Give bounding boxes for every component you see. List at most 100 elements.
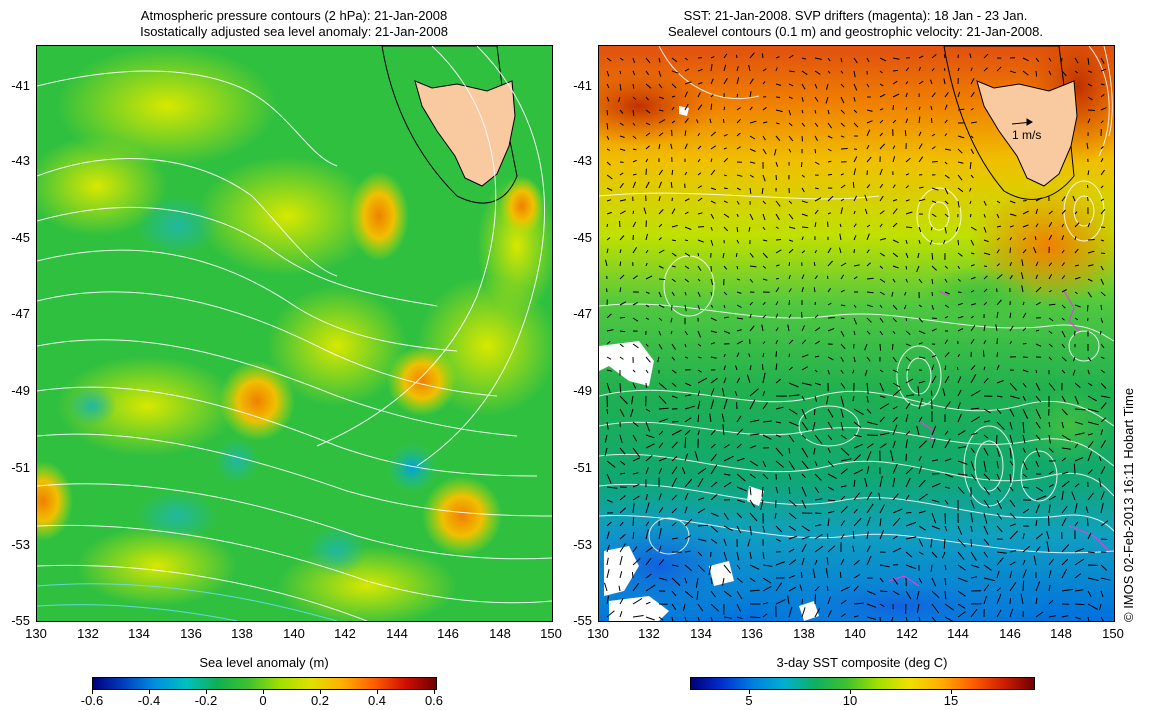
velocity-arrow — [853, 492, 860, 501]
velocity-arrow — [1035, 329, 1040, 332]
velocity-arrow — [632, 495, 640, 501]
velocity-arrow — [723, 200, 728, 204]
velocity-arrow — [1022, 327, 1027, 332]
velocity-arrow — [684, 564, 693, 572]
velocity-arrow — [671, 265, 676, 268]
velocity-arrow — [658, 132, 664, 137]
velocity-arrow — [983, 265, 988, 267]
velocity-arrow — [996, 551, 1007, 554]
velocity-arrow — [970, 264, 975, 267]
left-map-title: Atmospheric pressure contours (2 hPa): 2… — [36, 8, 552, 40]
velocity-arrow — [749, 473, 756, 479]
sla-colorbar — [92, 677, 437, 690]
velocity-arrow — [645, 158, 649, 163]
velocity-arrow — [931, 200, 937, 204]
velocity-arrow — [1061, 471, 1069, 475]
velocity-arrow — [671, 429, 682, 436]
velocity-arrow — [775, 96, 781, 98]
velocity-arrow — [931, 304, 934, 310]
lon-tick: 130 — [25, 626, 47, 641]
velocity-arrow — [1035, 597, 1038, 605]
velocity-arrow — [762, 473, 769, 480]
velocity-arrow — [866, 109, 873, 112]
velocity-arrow — [801, 174, 805, 178]
velocity-arrow — [761, 486, 764, 497]
velocity-arrow — [814, 607, 821, 618]
velocity-arrow — [749, 577, 756, 582]
velocity-arrow — [697, 400, 701, 410]
velocity-arrow — [840, 495, 846, 501]
velocity-arrow — [840, 356, 844, 362]
velocity-arrow — [645, 546, 653, 553]
velocity-arrow — [645, 455, 653, 462]
velocity-arrow — [866, 156, 872, 163]
velocity-arrow — [944, 291, 950, 295]
velocity-arrow — [1100, 265, 1104, 271]
velocity-arrow — [684, 278, 690, 283]
sla-colorbar-label: Sea level anomaly (m) — [199, 655, 329, 670]
velocity-arrow — [606, 237, 611, 241]
velocity-arrow — [970, 315, 974, 319]
velocity-arrow — [1087, 239, 1095, 241]
velocity-arrow — [788, 239, 794, 242]
velocity-arrow — [866, 291, 874, 294]
velocity-arrow — [749, 388, 759, 397]
velocity-arrow — [762, 135, 766, 141]
velocity-arrow — [1035, 546, 1041, 553]
velocity-arrow — [619, 235, 625, 241]
velocity-arrow — [774, 148, 777, 156]
velocity-arrow — [970, 473, 977, 481]
velocity-arrow — [1022, 545, 1031, 553]
velocity-arrow — [748, 353, 751, 358]
velocity-arrow — [1074, 408, 1086, 411]
velocity-arrow — [775, 301, 779, 306]
velocity-arrow — [944, 174, 950, 179]
velocity-arrow — [853, 264, 860, 267]
velocity-arrow — [1048, 434, 1051, 444]
velocity-arrow — [1048, 615, 1057, 618]
velocity-arrow — [918, 66, 921, 72]
velocity-arrow — [827, 247, 832, 254]
velocity-arrow — [749, 91, 752, 98]
velocity-arrow — [827, 510, 835, 514]
velocity-arrow — [1074, 502, 1078, 514]
velocity-arrow — [1100, 538, 1108, 540]
velocity-arrow — [1074, 558, 1085, 566]
velocity-arrow — [853, 70, 856, 78]
velocity-arrow — [736, 304, 742, 308]
velocity-arrow — [905, 118, 909, 124]
velocity-arrow — [605, 259, 608, 267]
velocity-arrow — [619, 287, 622, 293]
velocity-arrow — [918, 198, 926, 202]
velocity-arrow — [983, 200, 987, 206]
velocity-arrow — [944, 616, 954, 621]
velocity-arrow — [788, 339, 794, 345]
velocity-arrow — [723, 365, 726, 371]
velocity-arrow — [970, 226, 977, 231]
velocity-arrow — [606, 223, 608, 228]
velocity-arrow — [853, 168, 857, 176]
velocity-arrow — [941, 551, 946, 559]
velocity-arrow — [658, 407, 669, 410]
velocity-arrow — [1100, 252, 1106, 254]
velocity-arrow — [1100, 330, 1102, 335]
velocity-arrow — [892, 156, 896, 163]
velocity-arrow — [632, 301, 639, 306]
velocity-arrow — [957, 265, 961, 270]
velocity-arrow — [814, 83, 818, 89]
velocity-arrow — [931, 551, 938, 558]
velocity-arrow — [944, 133, 948, 137]
velocity-arrow — [957, 460, 968, 465]
velocity-arrow — [801, 421, 809, 431]
velocity-arrow — [813, 408, 816, 416]
velocity-arrow — [788, 486, 791, 495]
velocity-arrow — [892, 252, 899, 258]
velocity-arrow — [710, 616, 713, 621]
velocity-arrow — [658, 304, 665, 308]
velocity-arrow — [632, 70, 636, 76]
velocity-arrow — [619, 611, 623, 618]
velocity-arrow — [749, 399, 756, 410]
velocity-arrow — [853, 469, 864, 475]
velocity-arrow — [905, 317, 908, 322]
lat-tick: -43 — [11, 153, 30, 168]
